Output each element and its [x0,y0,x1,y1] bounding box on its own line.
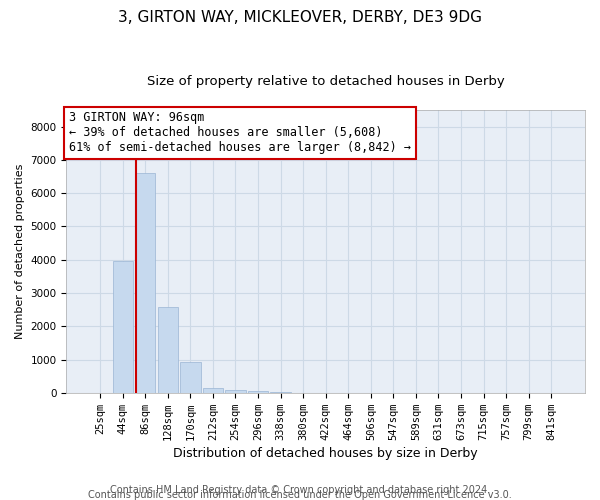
Bar [203,388,223,393]
Text: 3 GIRTON WAY: 96sqm
← 39% of detached houses are smaller (5,608)
61% of semi-det: 3 GIRTON WAY: 96sqm ← 39% of detached ho… [69,112,411,154]
Y-axis label: Number of detached properties: Number of detached properties [15,164,25,339]
Bar [113,262,133,393]
Bar [226,390,245,393]
Bar [158,307,178,393]
Bar [248,391,268,393]
Bar [180,362,200,393]
X-axis label: Distribution of detached houses by size in Derby: Distribution of detached houses by size … [173,447,478,460]
Text: Contains public sector information licensed under the Open Government Licence v3: Contains public sector information licen… [88,490,512,500]
Text: 3, GIRTON WAY, MICKLEOVER, DERBY, DE3 9DG: 3, GIRTON WAY, MICKLEOVER, DERBY, DE3 9D… [118,10,482,25]
Bar [135,173,155,393]
Title: Size of property relative to detached houses in Derby: Size of property relative to detached ho… [147,75,505,88]
Text: Contains HM Land Registry data © Crown copyright and database right 2024.: Contains HM Land Registry data © Crown c… [110,485,490,495]
